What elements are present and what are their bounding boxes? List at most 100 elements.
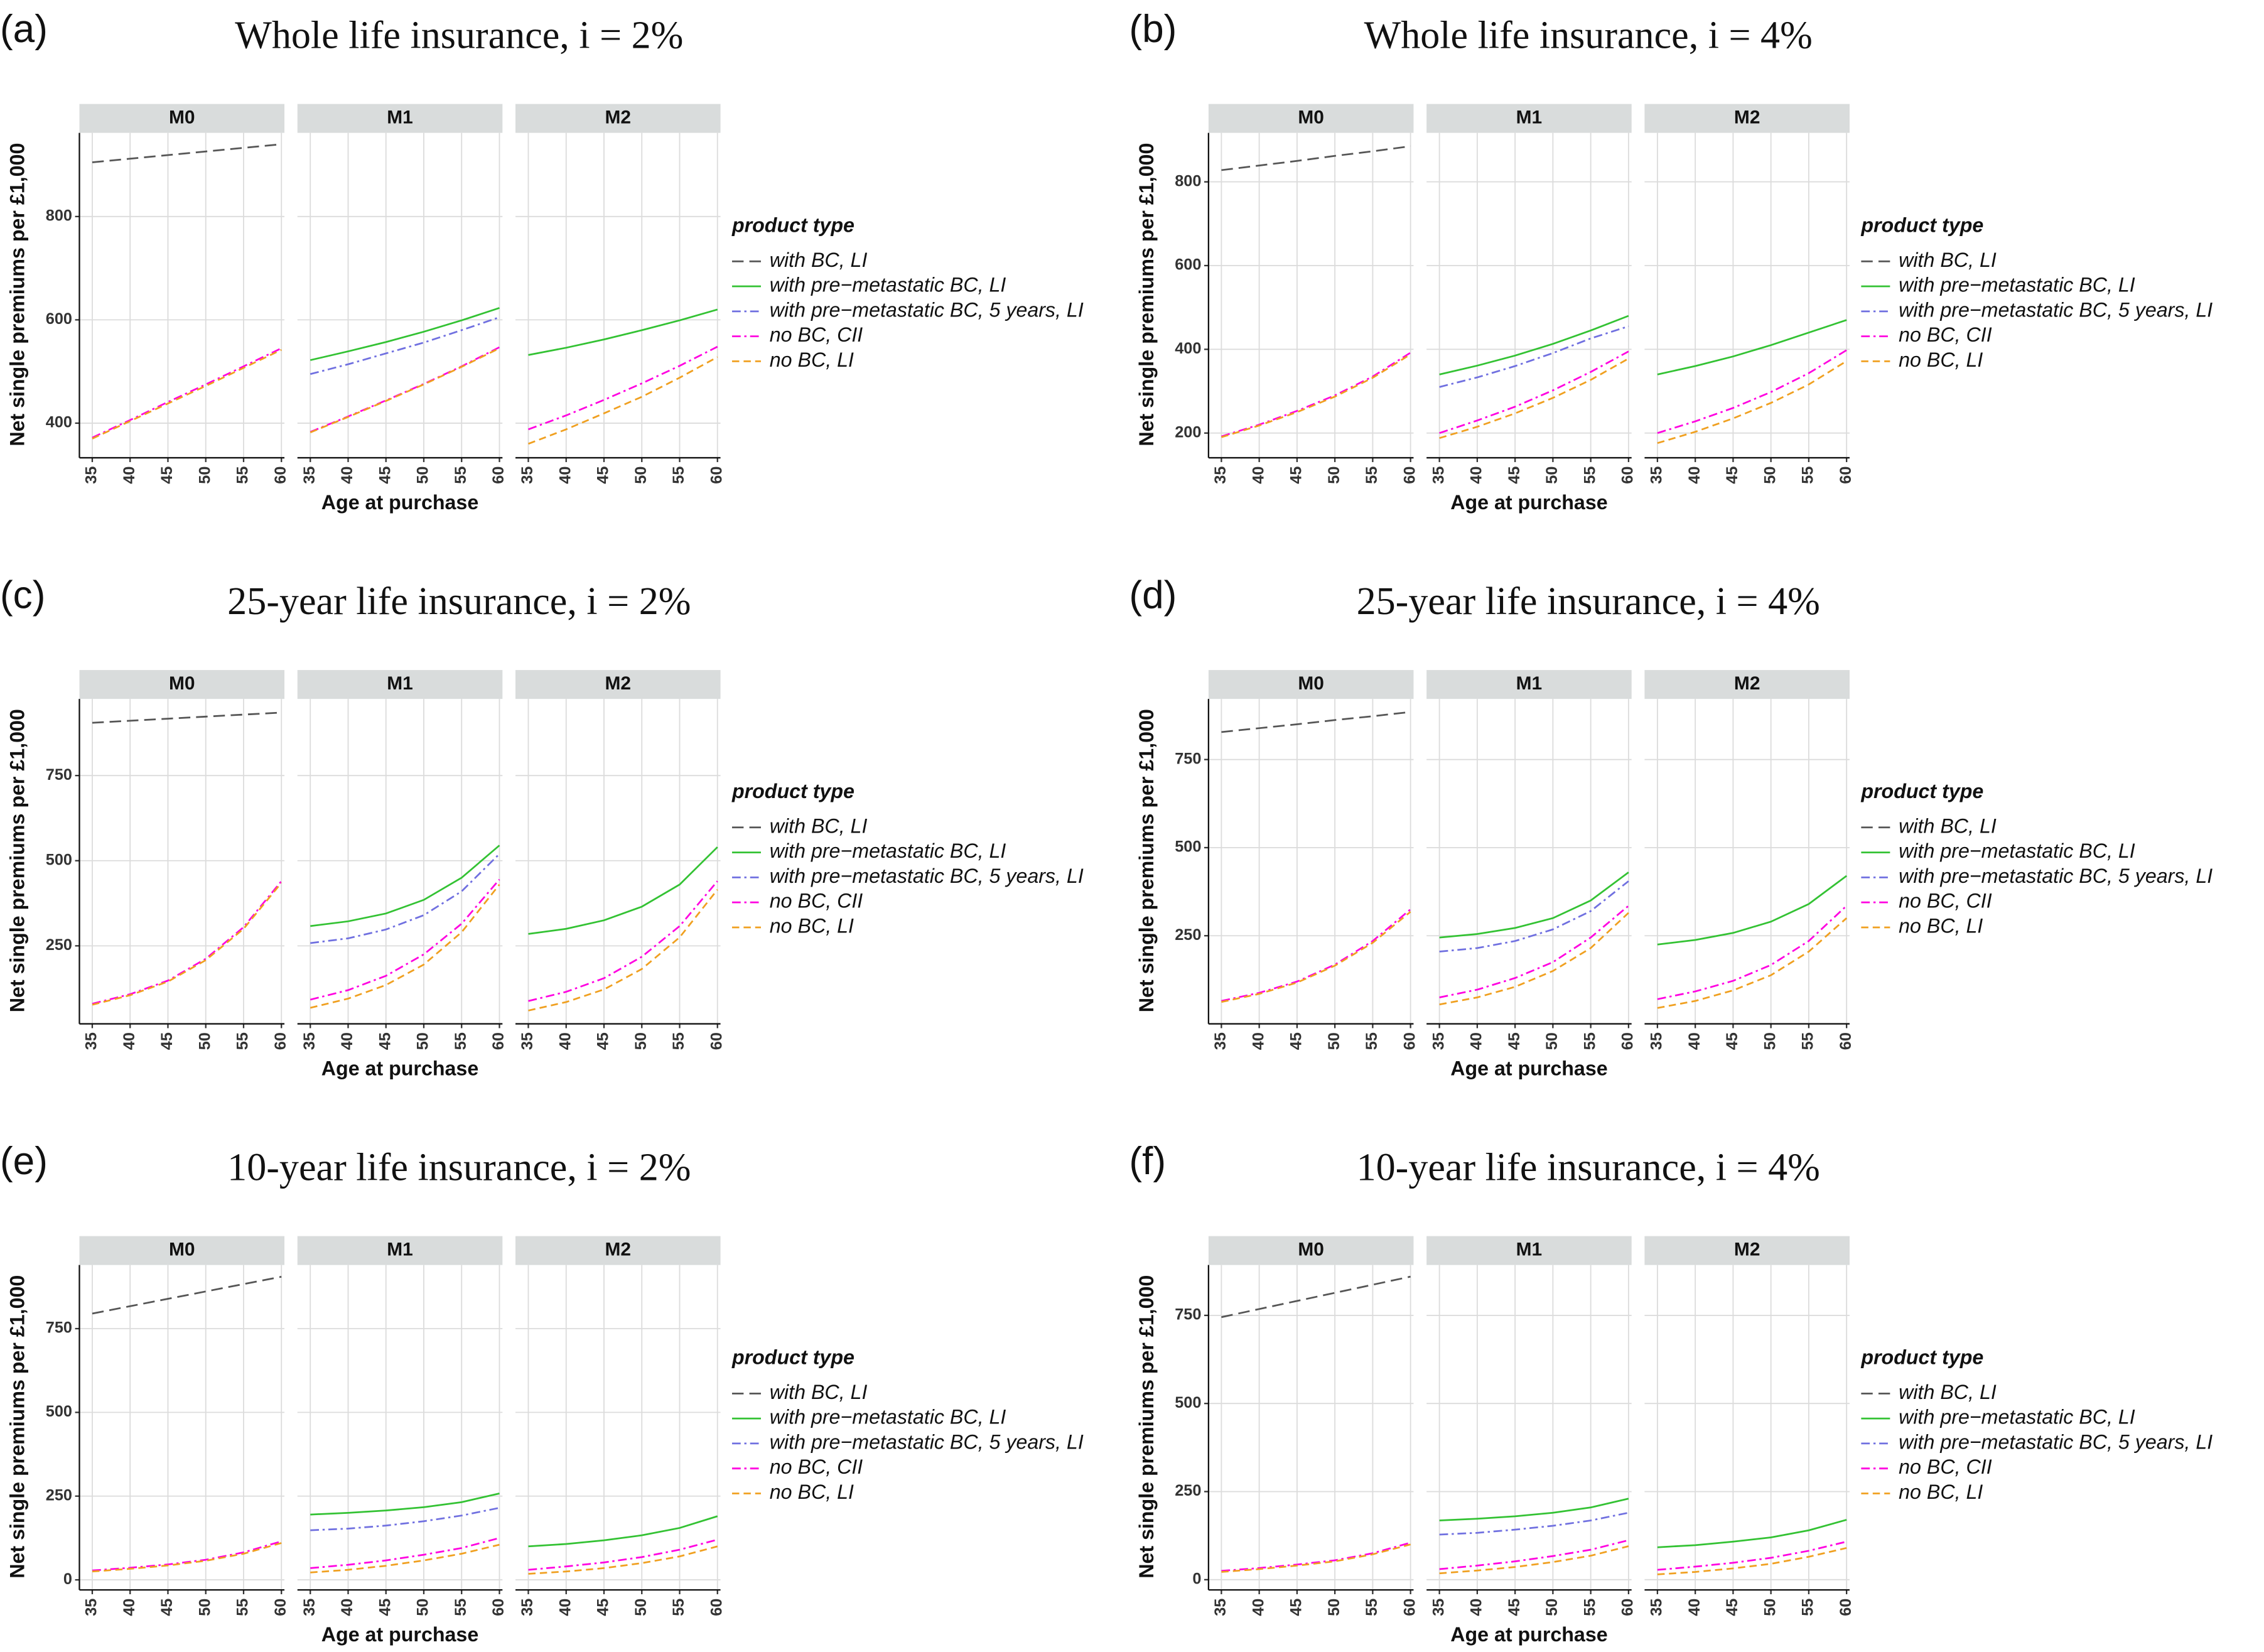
strip	[1208, 1236, 1414, 1265]
y-axis-title: Net single premiums per £1,000	[1135, 143, 1158, 446]
x-tick-label: 60	[1837, 1032, 1855, 1050]
y-tick-label: 250	[46, 936, 72, 954]
x-tick-label: 55	[1363, 467, 1381, 484]
x-axis-title: Age at purchase	[321, 491, 478, 514]
strip	[1208, 104, 1414, 133]
x-tick-label: 35	[83, 1032, 100, 1050]
x-tick-label: 35	[1648, 467, 1666, 484]
x-tick-label: 50	[1761, 1599, 1779, 1616]
series-line	[1439, 1545, 1629, 1575]
x-tick-label: 40	[121, 1599, 138, 1616]
x-tick-label: 50	[632, 467, 650, 484]
strip	[1426, 1236, 1632, 1265]
x-tick-label: 40	[1686, 1599, 1703, 1616]
x-tick-label: 40	[1468, 1032, 1485, 1050]
x-tick-label: 60	[708, 1599, 725, 1616]
x-tick-label: 50	[1325, 1599, 1343, 1616]
legend-label: with BC, LI	[770, 814, 868, 837]
x-tick-label: 40	[556, 1032, 574, 1050]
y-tick-label: 750	[46, 1319, 72, 1337]
x-tick-label: 60	[272, 467, 289, 484]
x-tick-label: 60	[490, 1599, 507, 1616]
series-line	[310, 1507, 500, 1531]
strip-label: M2	[1734, 107, 1760, 127]
panel-label: (b)	[1129, 8, 1177, 51]
y-axis-title: Net single premiums per £1,000	[1135, 1275, 1158, 1579]
x-tick-label: 40	[1686, 467, 1703, 484]
x-tick-label: 50	[414, 1032, 432, 1050]
strip-label: M1	[387, 673, 413, 694]
y-axis-title: Net single premiums per £1,000	[6, 1275, 28, 1579]
x-tick-label: 35	[1648, 1599, 1666, 1616]
x-tick-label: 50	[1543, 1599, 1561, 1616]
strip-label: M2	[1734, 673, 1760, 694]
x-tick-label: 50	[196, 1599, 213, 1616]
series-line	[1439, 1498, 1629, 1521]
facet: M0 200 400 600 800 35 40 45 50 55 60	[1175, 104, 1418, 484]
x-tick-label: 55	[1799, 1599, 1817, 1616]
y-axis-title: Net single premiums per £1,000	[6, 709, 28, 1012]
y-tick-label: 500	[1175, 1394, 1201, 1412]
strip	[1208, 670, 1414, 699]
x-tick-label: 45	[376, 1599, 394, 1616]
panel-title: Whole life insurance, i = 2%	[235, 14, 683, 57]
strip	[1644, 104, 1850, 133]
y-tick-label: 750	[1175, 750, 1201, 767]
series-line	[1221, 1543, 1411, 1573]
x-tick-label: 60	[1837, 1599, 1855, 1616]
series-line	[92, 347, 282, 439]
x-tick-label: 55	[1363, 1032, 1381, 1050]
x-tick-label: 40	[1249, 1032, 1267, 1050]
series-line	[310, 1543, 500, 1574]
series-line	[1221, 911, 1411, 1003]
panel-title: 10-year life insurance, i = 4%	[1357, 1146, 1820, 1189]
x-tick-label: 50	[632, 1032, 650, 1050]
x-axis-title: Age at purchase	[1450, 1623, 1607, 1646]
x-tick-label: 45	[1506, 467, 1523, 484]
x-tick-label: 55	[234, 1599, 252, 1616]
x-tick-label: 40	[556, 467, 574, 484]
x-tick-label: 50	[414, 467, 432, 484]
series-line	[1657, 360, 1847, 445]
x-tick-label: 50	[1761, 467, 1779, 484]
panel: (d) 25-year life insurance, i = 4% M0 250 50…	[1129, 574, 2213, 1080]
facet: M2 35 40 45 50 55 60	[1644, 670, 1855, 1050]
series-line	[1657, 917, 1848, 1009]
x-tick-label: 45	[158, 467, 176, 484]
facet: M0 0 250 500 750 35 40 45 50 55 60	[1175, 1236, 1418, 1616]
x-tick-label: 55	[452, 1599, 470, 1616]
x-tick-label: 55	[670, 467, 687, 484]
y-tick-label: 200	[1175, 423, 1201, 441]
x-tick-label: 35	[1212, 1599, 1229, 1616]
x-tick-label: 60	[1619, 1032, 1637, 1050]
legend-label: with pre−metastatic BC, LI	[770, 839, 1006, 862]
x-tick-label: 60	[1837, 467, 1855, 484]
panel-label: (f)	[1129, 1140, 1166, 1183]
x-tick-label: 60	[272, 1032, 289, 1050]
x-tick-label: 35	[301, 467, 318, 484]
legend-label: with BC, LI	[1899, 249, 1997, 271]
y-tick-label: 0	[1192, 1570, 1201, 1588]
facet: M0 400 600 800 35 40 45 50 55 60	[46, 104, 289, 484]
series-line	[92, 143, 282, 163]
panel: (c) 25-year life insurance, i = 2% M0 250 50…	[0, 574, 1084, 1080]
x-tick-label: 50	[1543, 1032, 1561, 1050]
strip	[297, 1236, 503, 1265]
x-tick-label: 50	[196, 467, 213, 484]
legend-label: with pre−metastatic BC, 5 years, LI	[1899, 865, 2213, 887]
facet: M1 35 40 45 50 55 60	[297, 1236, 507, 1616]
series-line	[310, 853, 500, 944]
facet: M1 35 40 45 50 55 60	[297, 670, 507, 1050]
x-tick-label: 40	[1468, 1599, 1485, 1616]
legend-label: with pre−metastatic BC, LI	[770, 1406, 1006, 1428]
legend-title: product type	[731, 1346, 854, 1369]
series-line	[1221, 909, 1411, 1002]
x-tick-label: 45	[1506, 1599, 1523, 1616]
panel-title: 25-year life insurance, i = 4%	[1357, 580, 1820, 623]
x-tick-label: 50	[632, 1599, 650, 1616]
panel-label: (e)	[0, 1140, 48, 1183]
x-tick-label: 60	[1401, 467, 1418, 484]
x-tick-label: 45	[1723, 1032, 1741, 1050]
legend-label: no BC, CII	[770, 323, 863, 346]
strip-label: M1	[387, 107, 413, 127]
